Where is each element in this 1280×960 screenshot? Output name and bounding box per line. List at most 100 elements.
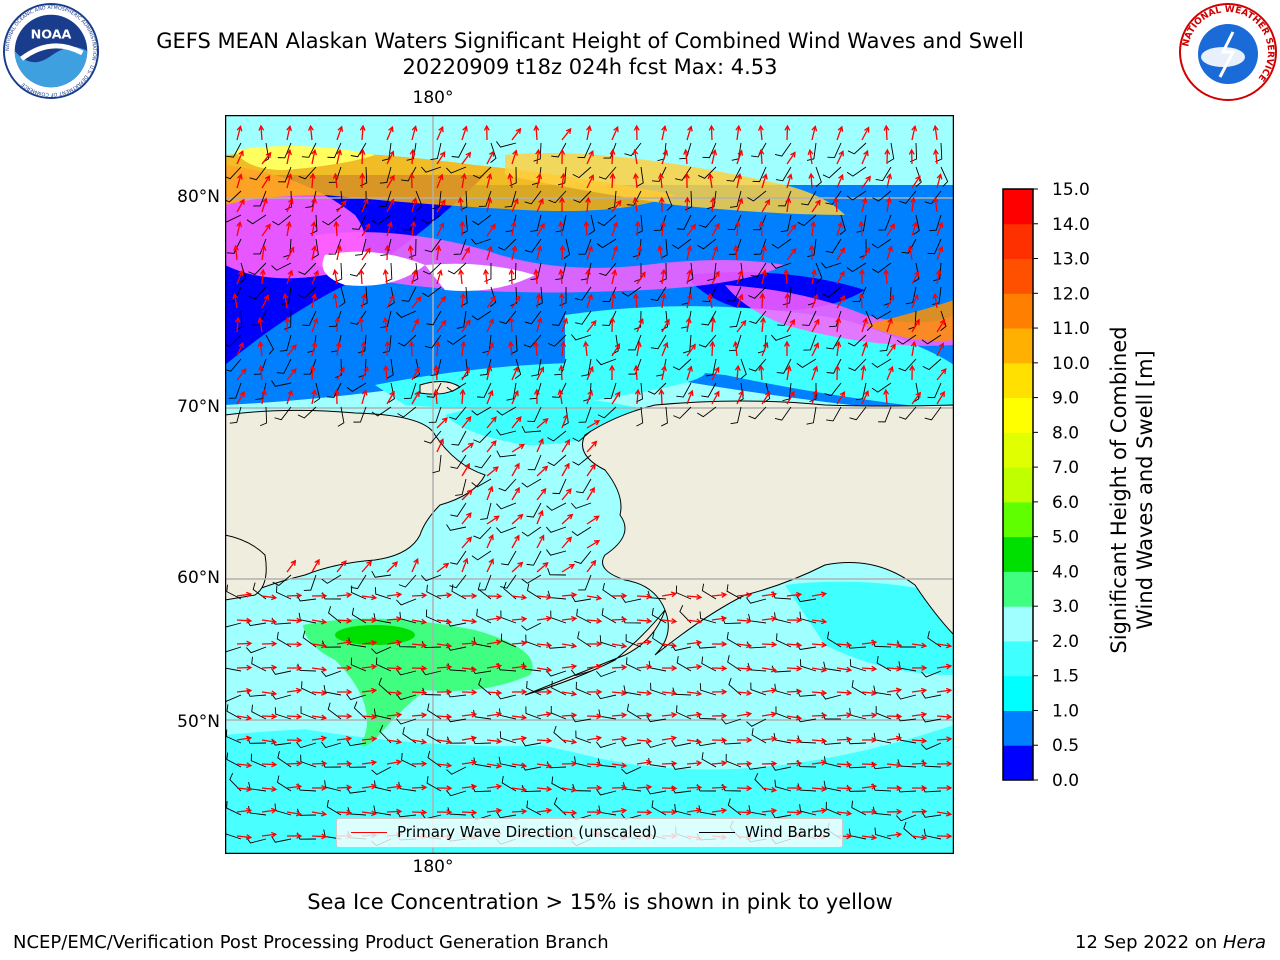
wave-arrow	[486, 665, 501, 669]
wave-arrow-head	[239, 198, 245, 205]
wind-barb	[401, 752, 417, 768]
wave-arrow-head	[320, 810, 328, 817]
wind-barb	[533, 142, 542, 162]
wave-arrow	[861, 835, 876, 839]
wave-arrow	[761, 643, 777, 646]
wind-barb	[402, 727, 417, 744]
wave-arrow-head	[946, 713, 953, 720]
wind-barb	[799, 611, 817, 624]
wind-barb	[329, 310, 342, 328]
wave-arrow-head	[696, 711, 703, 718]
wave-arrow	[560, 365, 563, 381]
wave-arrow-head	[536, 245, 543, 252]
wind-barb	[803, 334, 817, 351]
wave-arrow-head	[737, 149, 744, 156]
wind-barb	[896, 693, 917, 700]
wind-barb	[675, 585, 692, 600]
wave-arrow	[261, 224, 271, 237]
wave-arrow	[811, 126, 816, 141]
wave-arrow	[861, 691, 876, 695]
wave-arrow-head	[658, 196, 665, 203]
wave-arrow-head	[234, 316, 241, 323]
wave-arrow-head	[946, 784, 953, 791]
wind-barb	[898, 358, 917, 372]
wave-arrow-head	[839, 270, 845, 277]
wave-arrow	[536, 510, 543, 525]
wind-barb	[312, 238, 319, 259]
colorbar-block	[1003, 362, 1033, 399]
wave-arrow-head	[265, 151, 272, 158]
wave-arrow-head	[492, 466, 499, 473]
wave-arrow	[486, 342, 494, 357]
wind-barb	[303, 574, 317, 591]
wave-arrow-head	[621, 784, 628, 791]
wind-barb	[272, 574, 292, 587]
wave-arrow-head	[396, 711, 403, 718]
wave-arrow-head	[414, 390, 420, 397]
wave-arrow-head	[790, 151, 796, 158]
wind-barb	[871, 262, 892, 274]
wind-barb	[252, 310, 267, 326]
colorbar-block	[1003, 189, 1033, 225]
wave-arrow	[736, 270, 743, 285]
wind-barb	[272, 214, 292, 226]
wave-arrow-head	[558, 364, 565, 371]
wave-arrow	[536, 465, 548, 477]
wind-barb	[636, 166, 644, 187]
wave-arrow-head	[296, 665, 303, 671]
wave-arrow-head	[858, 220, 865, 227]
wind-barb	[553, 725, 567, 744]
wind-barb	[374, 587, 392, 600]
wind-barb	[521, 574, 542, 584]
wave-arrow	[885, 389, 888, 405]
wave-arrow-head	[314, 558, 320, 565]
wind-barb	[421, 574, 442, 582]
wave-arrow	[536, 318, 542, 333]
wave-arrow	[885, 125, 888, 141]
wave-arrow	[911, 835, 926, 839]
wave-arrow	[411, 691, 427, 694]
wind-barb	[503, 581, 517, 600]
wave-arrow-head	[946, 833, 953, 840]
wave-arrow	[559, 222, 563, 237]
wind-barb	[796, 689, 817, 697]
wave-arrow-head	[359, 148, 366, 155]
wind-barb	[253, 358, 267, 375]
wave-arrow-head	[820, 666, 828, 673]
colorbar-title-line1: Significant Height of Combined	[1107, 326, 1131, 653]
wave-arrow	[936, 689, 951, 693]
wave-arrow-head	[411, 197, 418, 204]
wave-arrow	[561, 787, 576, 791]
wave-arrow	[685, 150, 688, 165]
wave-arrow-head	[420, 618, 428, 625]
wave-arrow	[761, 809, 776, 813]
wave-arrow	[761, 713, 776, 717]
wave-arrow	[736, 221, 739, 237]
wave-arrow	[661, 691, 676, 695]
wave-arrow	[536, 562, 549, 573]
wave-arrow-head	[609, 148, 616, 155]
wave-arrow-head	[533, 340, 540, 347]
wave-arrow-head	[521, 640, 528, 647]
wave-arrow-head	[285, 220, 292, 228]
wave-arrow-head	[593, 540, 601, 546]
wave-arrow-head	[837, 125, 844, 132]
wave-arrow-head	[583, 220, 590, 227]
wave-arrow	[611, 270, 616, 285]
wave-arrow	[611, 618, 627, 621]
wind-barb	[271, 836, 292, 843]
wave-arrow	[259, 342, 263, 357]
wave-arrow-head	[545, 711, 553, 718]
colorbar-block	[1003, 745, 1033, 781]
wave-arrow-head	[457, 196, 464, 204]
wave-arrow	[360, 269, 363, 285]
colorbar-block	[1003, 432, 1033, 468]
wave-arrow	[936, 270, 941, 285]
wave-arrow	[661, 366, 666, 381]
wave-arrow	[659, 174, 663, 189]
wave-arrow-head	[514, 486, 520, 494]
wind-barb	[577, 142, 592, 159]
chart-subtitle: 20220909 t18z 024h fcst Max: 4.53	[402, 55, 778, 79]
wave-arrow-head	[695, 618, 703, 625]
wave-arrow	[261, 595, 276, 599]
